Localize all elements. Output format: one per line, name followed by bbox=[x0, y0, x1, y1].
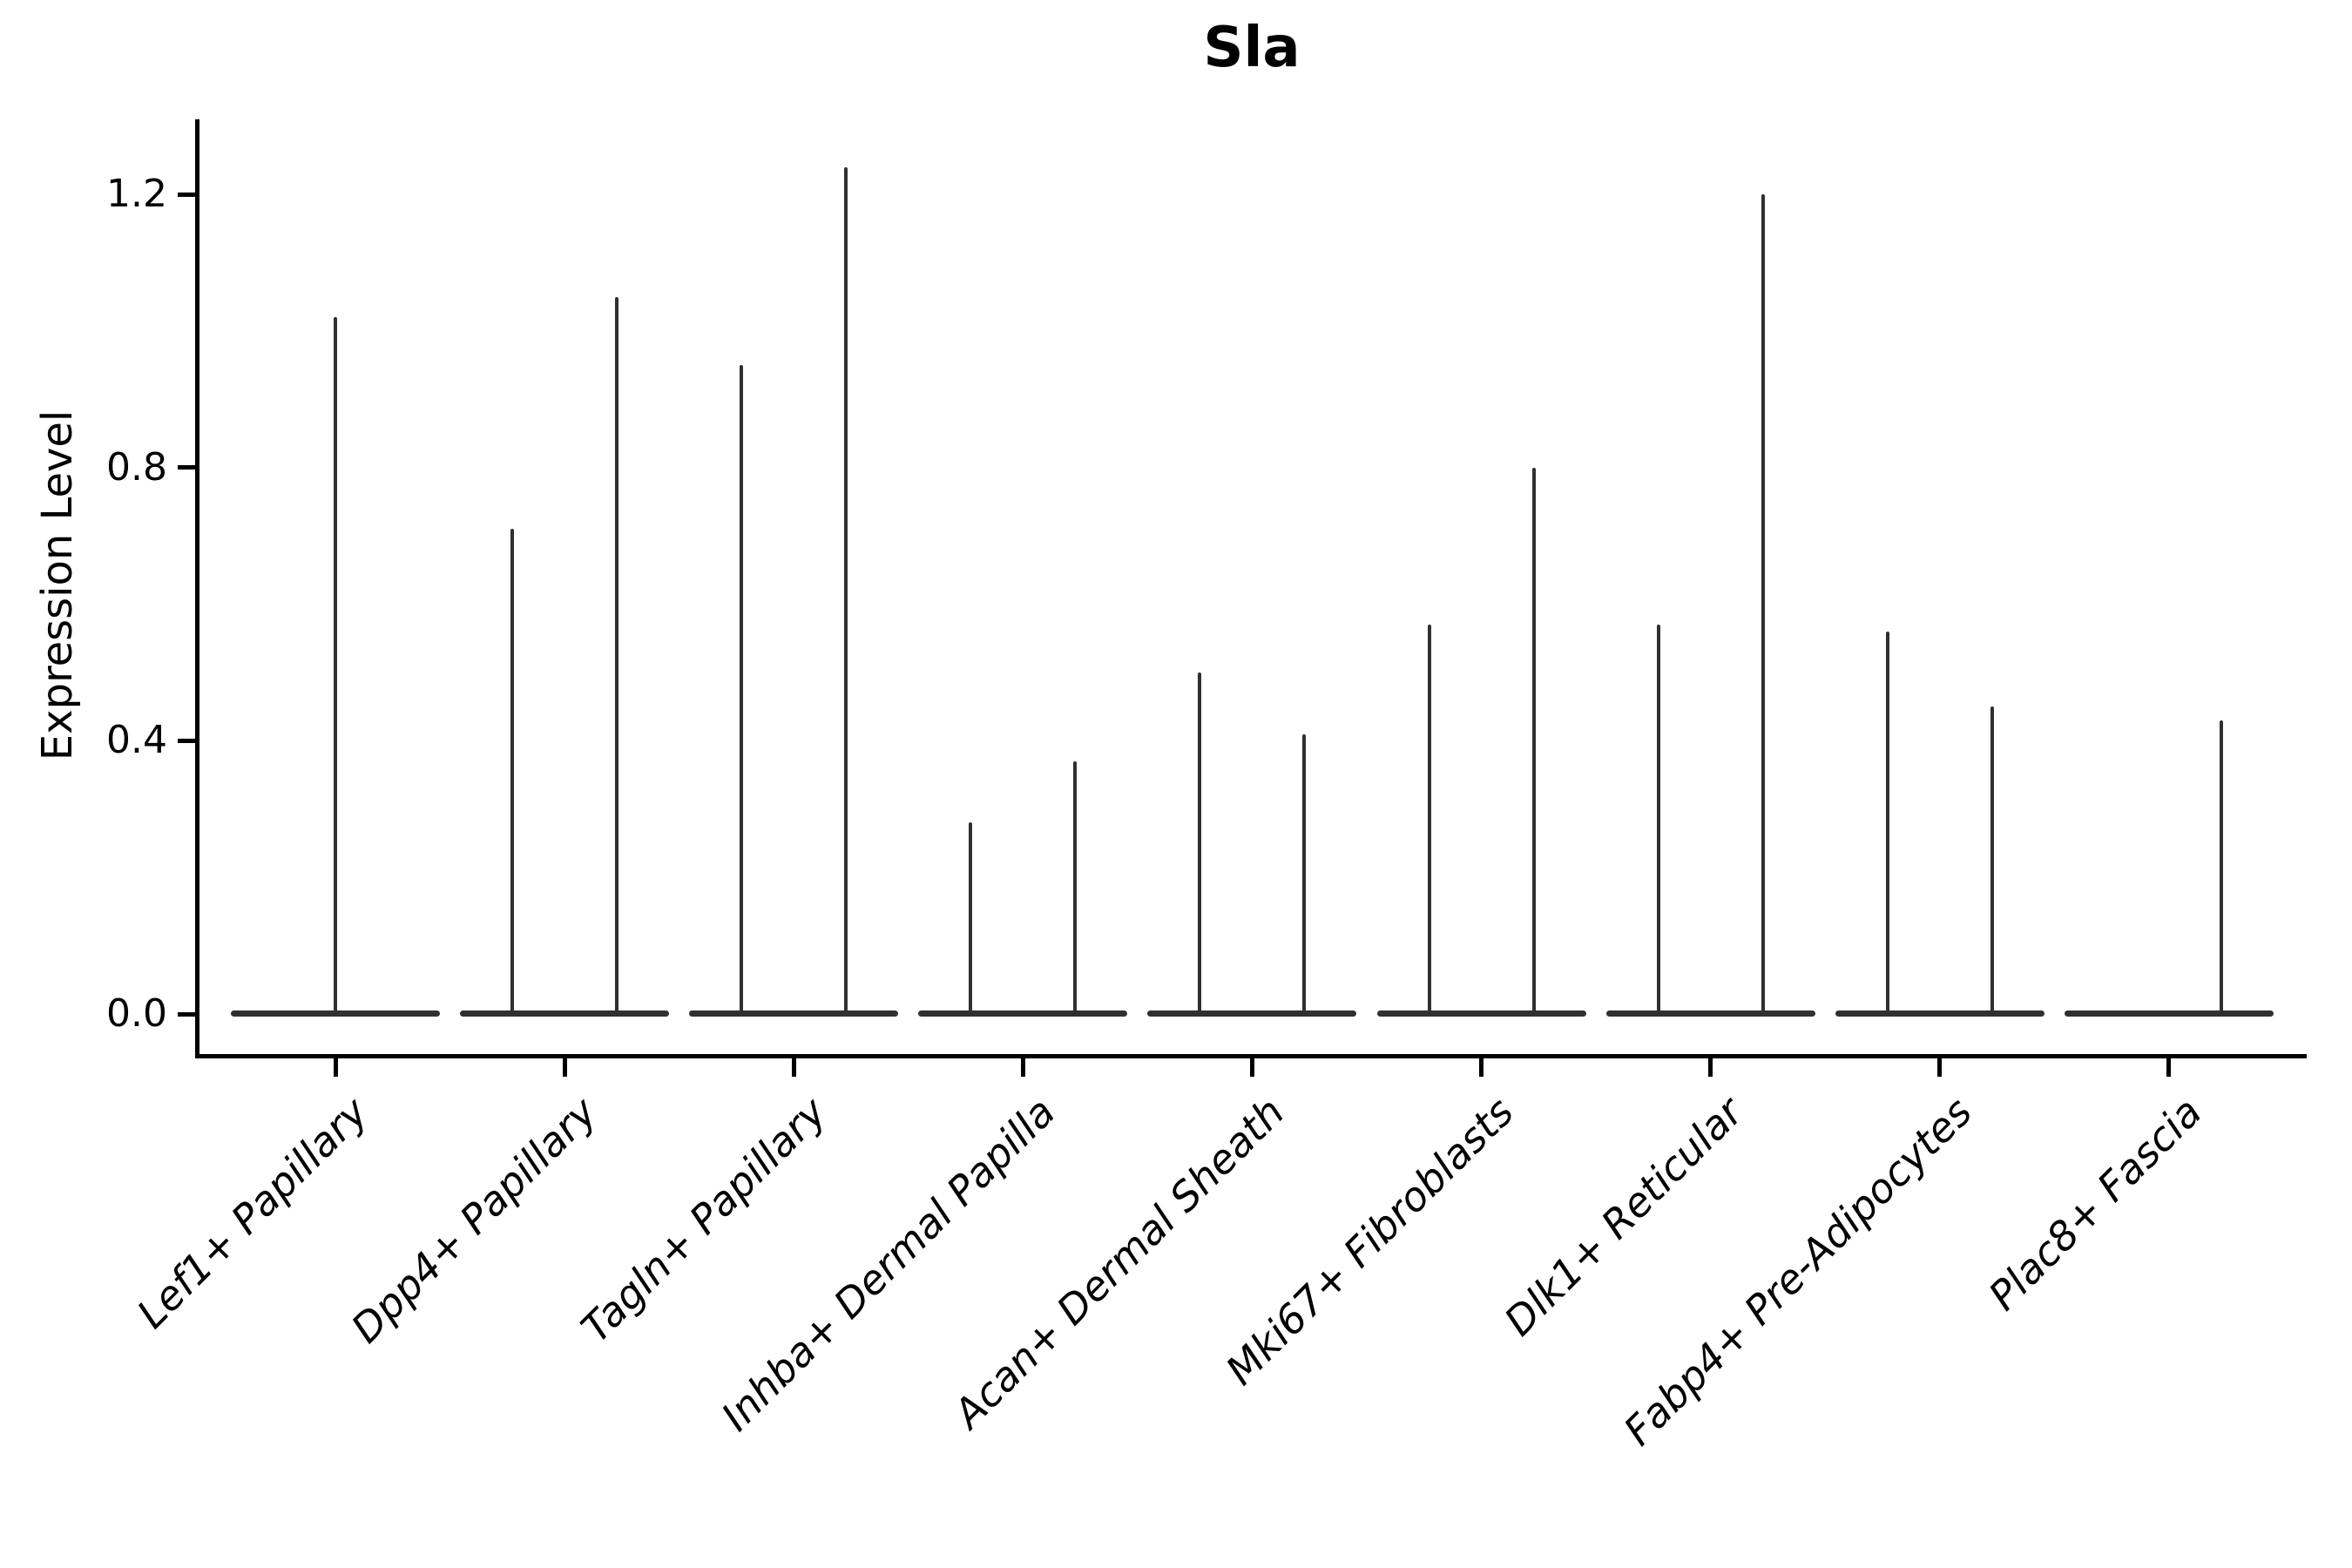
violin-base bbox=[1147, 1010, 1357, 1017]
violin-spike bbox=[1761, 194, 1765, 1015]
violin-base bbox=[1835, 1010, 2044, 1017]
x-tick-mark bbox=[1708, 1058, 1713, 1077]
violin-base bbox=[460, 1010, 670, 1017]
x-axis-line bbox=[195, 1054, 2307, 1058]
x-tick-label: Tagln+ Papillary bbox=[571, 1088, 835, 1352]
x-tick-label: Lef1+ Papillary bbox=[127, 1088, 377, 1338]
violin-base bbox=[1605, 1010, 1815, 1017]
y-tick-label: 0.0 bbox=[106, 991, 167, 1036]
violin-base bbox=[689, 1010, 899, 1017]
violin-spike bbox=[844, 166, 848, 1015]
y-tick-mark bbox=[178, 465, 197, 470]
violin-spike bbox=[1990, 706, 1994, 1015]
x-tick-label: Dpp4+ Papillary bbox=[341, 1088, 606, 1352]
x-tick-mark bbox=[791, 1058, 796, 1077]
y-axis-line bbox=[195, 119, 199, 1058]
x-tick-label: Dlk1+ Reticular bbox=[1495, 1088, 1752, 1345]
y-tick-label: 0.8 bbox=[106, 444, 167, 490]
violin-spike bbox=[1531, 467, 1536, 1015]
violin-spike bbox=[1656, 625, 1660, 1015]
violin-base bbox=[1376, 1010, 1586, 1017]
x-tick-mark bbox=[562, 1058, 567, 1077]
violin-spike bbox=[1427, 625, 1431, 1015]
violin-spike bbox=[510, 529, 515, 1015]
y-tick-mark bbox=[178, 738, 197, 743]
violin-spike bbox=[740, 365, 744, 1015]
violin-spike bbox=[334, 317, 337, 1015]
violin-spike bbox=[1198, 672, 1202, 1015]
x-tick-mark bbox=[2166, 1058, 2172, 1077]
plot-title: Sla bbox=[1203, 16, 1301, 80]
x-tick-mark bbox=[333, 1058, 338, 1077]
violin-spike bbox=[2219, 720, 2223, 1015]
violin-spike bbox=[615, 296, 619, 1015]
violin-spike bbox=[1073, 760, 1078, 1015]
x-tick-mark bbox=[1479, 1058, 1484, 1077]
y-tick-mark bbox=[178, 1011, 197, 1017]
violin-spike bbox=[1302, 733, 1307, 1015]
violin-base bbox=[918, 1010, 1128, 1017]
violin-base bbox=[2064, 1010, 2274, 1017]
violin-spike bbox=[969, 822, 973, 1015]
x-tick-mark bbox=[1937, 1058, 1943, 1077]
y-tick-label: 0.4 bbox=[106, 718, 167, 763]
x-tick-mark bbox=[1249, 1058, 1254, 1077]
x-tick-label: Plac8+ Fascia bbox=[1978, 1088, 2211, 1320]
x-tick-mark bbox=[1020, 1058, 1025, 1077]
y-tick-label: 1.2 bbox=[106, 172, 167, 217]
violin-spike bbox=[1885, 631, 1889, 1015]
y-tick-mark bbox=[178, 192, 197, 197]
